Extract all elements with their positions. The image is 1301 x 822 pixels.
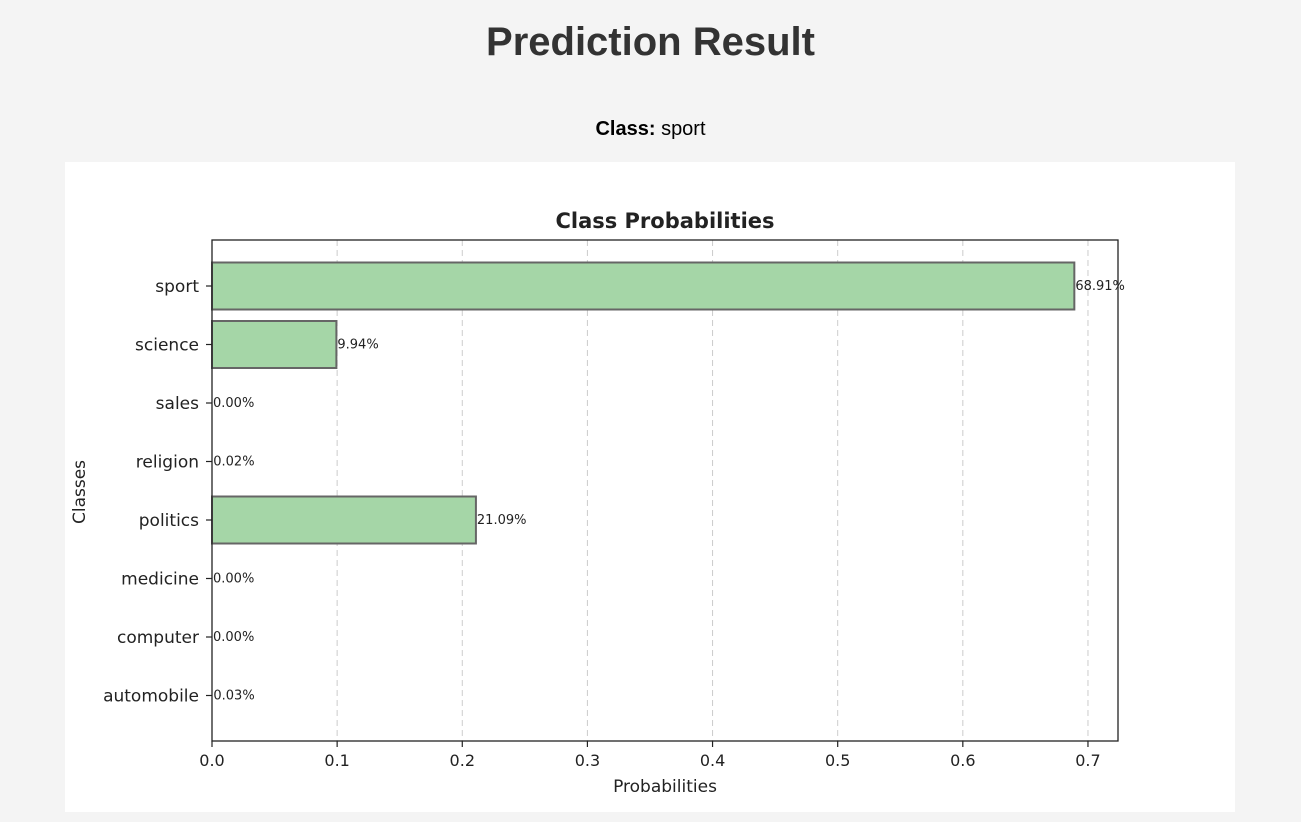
x-tick-label: 0.5 — [825, 751, 850, 770]
y-axis-label: Classes — [70, 460, 90, 524]
x-tick-label: 0.2 — [450, 751, 475, 770]
x-tick-label: 0.1 — [324, 751, 349, 770]
x-tick-label: 0.3 — [575, 751, 600, 770]
y-tick-label-science: science — [135, 336, 199, 356]
data-label-politics: 21.09% — [477, 513, 527, 528]
y-tick-label-religion: religion — [136, 453, 199, 473]
chart-title: Class Probabilities — [555, 209, 774, 233]
data-label-sales: 0.00% — [213, 396, 254, 411]
chart-card: 0.0 0.1 0.2 0.3 0.4 0.5 0.6 0.7 sport 68.91% scien… — [65, 162, 1235, 812]
y-tick-label-sales: sales — [156, 394, 199, 414]
data-label-computer: 0.00% — [213, 630, 254, 645]
bars — [211, 261, 1076, 545]
y-tick-label-medicine: medicine — [121, 570, 199, 590]
y-tick-label-sport: sport — [155, 277, 199, 297]
page-title: Prediction Result — [486, 20, 815, 64]
data-label-medicine: 0.00% — [213, 572, 254, 587]
y-tick-label-automobile: automobile — [103, 687, 199, 707]
y-tick-label-computer: computer — [117, 628, 199, 648]
ticks — [206, 285, 1089, 747]
data-label-science: 9.94% — [337, 338, 378, 353]
x-tick-label: 0.0 — [199, 751, 224, 770]
class-label: Class: — [595, 118, 656, 140]
data-label-sport: 68.91% — [1075, 279, 1125, 294]
data-label-automobile: 0.03% — [213, 689, 254, 704]
plot-frame — [211, 239, 1119, 742]
labels: 0.0 0.1 0.2 0.3 0.4 0.5 0.6 0.7 sport 68.91% scien… — [103, 277, 1125, 770]
predicted-class: Class: sport — [0, 118, 1301, 141]
bar-politics — [211, 495, 477, 545]
x-axis-label: Probabilities — [613, 777, 717, 797]
class-value: sport — [661, 118, 706, 140]
data-label-religion: 0.02% — [213, 455, 254, 470]
bar-science — [211, 320, 338, 369]
x-tick-label: 0.4 — [700, 751, 725, 770]
x-tick-label: 0.7 — [1075, 751, 1100, 770]
bar-sport — [211, 261, 1076, 311]
grid-lines — [336, 240, 1089, 741]
y-tick-label-politics: politics — [139, 511, 199, 531]
x-tick-label: 0.6 — [950, 751, 975, 770]
class-probabilities-chart: 0.0 0.1 0.2 0.3 0.4 0.5 0.6 0.7 sport 68.91% scien… — [70, 209, 1125, 797]
